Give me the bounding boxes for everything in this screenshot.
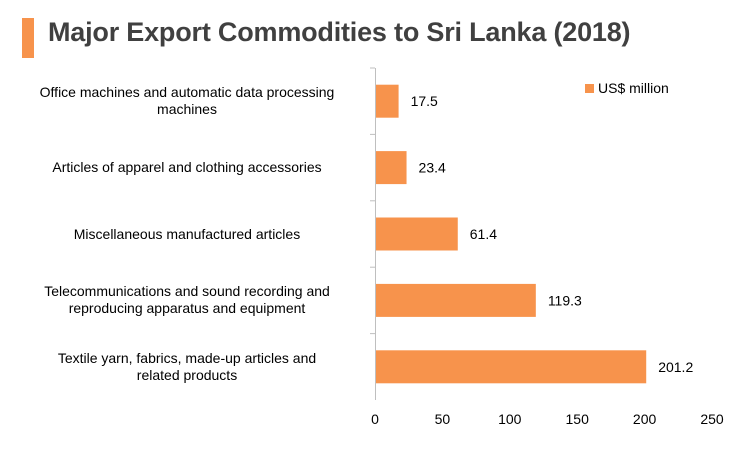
category-label-line: related products <box>136 366 238 383</box>
category-label-2: Articles of apparel and clothing accesso… <box>12 159 362 176</box>
x-tick-label-250: 250 <box>700 411 724 427</box>
category-label-line: Telecommunications and sound recording a… <box>44 283 330 300</box>
x-tick-label-50: 50 <box>435 411 451 427</box>
data-label-4: 119.3 <box>548 292 582 308</box>
bar-3 <box>376 217 458 251</box>
data-label-3: 61.4 <box>470 226 497 242</box>
x-tick-label-100: 100 <box>498 411 522 427</box>
data-label-2: 23.4 <box>419 160 446 176</box>
legend: US$ million <box>585 80 669 96</box>
data-label-1: 17.5 <box>411 93 438 109</box>
category-label-line: reproducing apparatus and equipment <box>68 300 306 317</box>
x-tick-label-0: 0 <box>371 411 379 427</box>
bar-5 <box>376 350 647 384</box>
x-tick-label-150: 150 <box>566 411 590 427</box>
category-label-5: Textile yarn, fabrics, made-up articles … <box>12 350 362 384</box>
bar-2 <box>376 151 407 185</box>
category-label-line: Textile yarn, fabrics, made-up articles … <box>57 349 317 366</box>
bar-1 <box>376 84 399 118</box>
bar-4 <box>376 283 536 317</box>
title-accent-bar <box>22 18 34 58</box>
data-label-5: 201.2 <box>658 359 693 375</box>
legend-swatch <box>585 83 594 93</box>
category-label-line: Office machines and automatic data proce… <box>39 84 335 101</box>
chart-title: Major Export Commodities to Sri Lanka (2… <box>48 17 631 47</box>
category-label-1: Office machines and automatic data proce… <box>12 84 362 118</box>
category-label-3: Miscellaneous manufactured articles <box>12 226 362 243</box>
category-label-line: Articles of apparel and clothing accesso… <box>52 159 322 176</box>
category-label-line: machines <box>157 101 217 118</box>
category-label-4: Telecommunications and sound recording a… <box>12 283 362 317</box>
category-label-line: Miscellaneous manufactured articles <box>73 225 301 242</box>
legend-label: US$ million <box>598 80 669 96</box>
x-tick-label-200: 200 <box>633 411 657 427</box>
